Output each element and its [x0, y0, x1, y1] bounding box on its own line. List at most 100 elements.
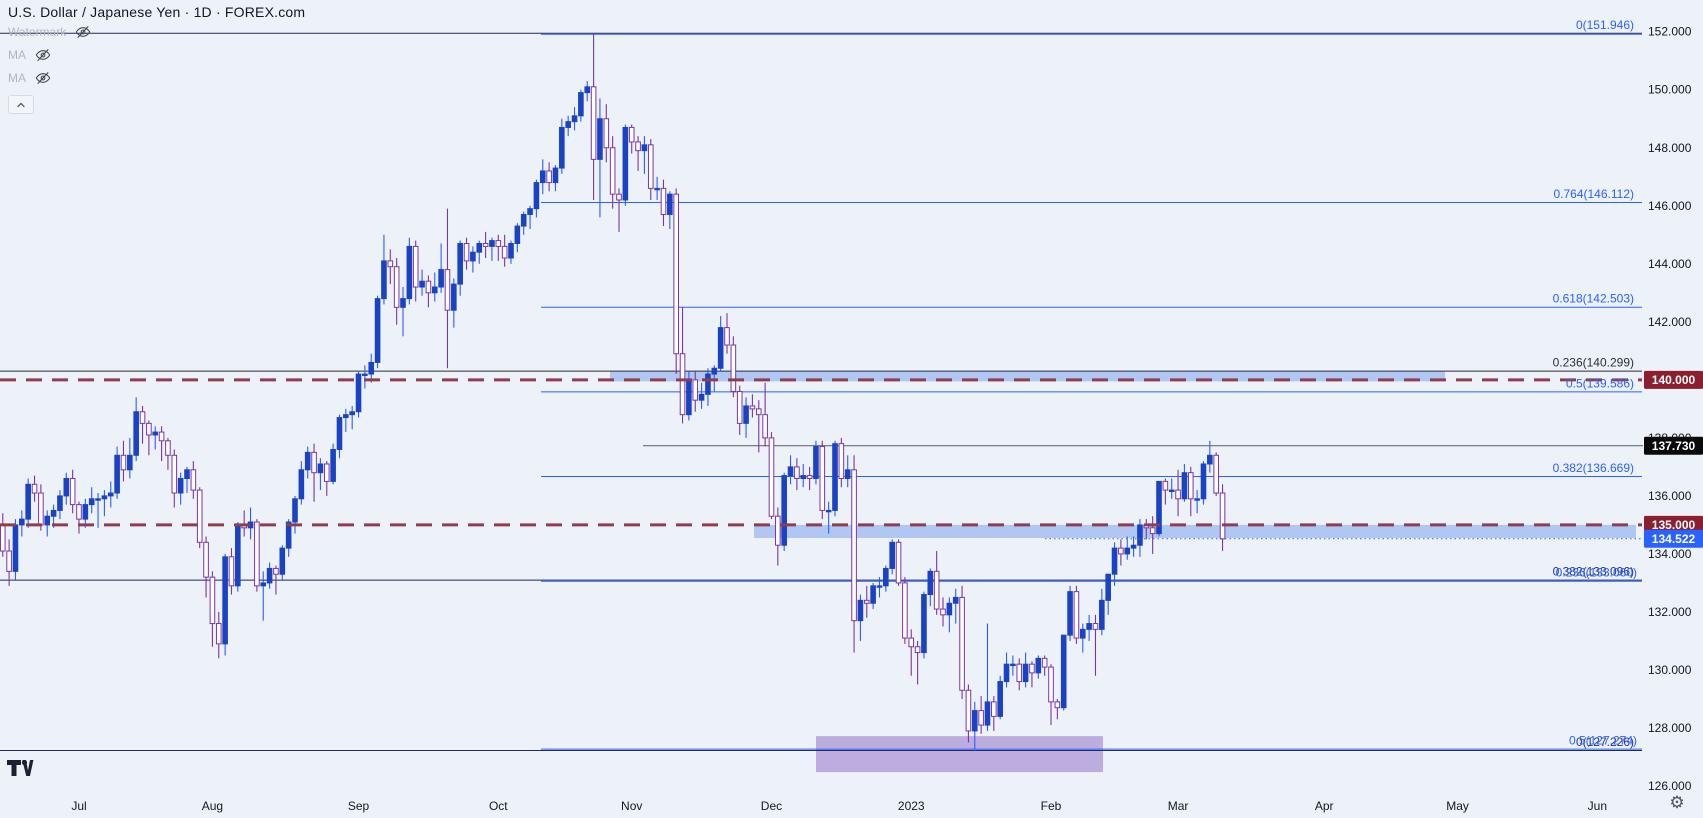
candle-body	[800, 475, 807, 479]
time-tick-label: Mar	[1168, 799, 1189, 813]
candle-body	[336, 417, 343, 450]
candle-body	[387, 260, 394, 268]
candle-body	[914, 646, 921, 654]
candle-body	[825, 509, 832, 513]
fib-label[interactable]: 0(127.226)	[1576, 735, 1634, 749]
price-tick-label: 152.000	[1648, 25, 1692, 39]
fib-label[interactable]: 0.5(139.586)	[1566, 376, 1634, 390]
tradingview-logo[interactable]	[7, 760, 59, 782]
candle-body	[762, 414, 768, 439]
candle-body	[222, 556, 228, 645]
candle-body	[1118, 547, 1124, 555]
fib-label[interactable]: 0.236(140.299)	[1553, 356, 1634, 370]
candle-body	[311, 451, 317, 474]
candle-body	[381, 260, 387, 300]
highlight-band[interactable]	[610, 371, 1445, 382]
candle-body	[50, 509, 57, 517]
ma1-label: MA	[8, 48, 26, 62]
candle-body	[1048, 666, 1054, 703]
candle-body	[393, 266, 400, 308]
fib-labels[interactable]: 0(151.946) 0.764(146.112) 0.618(142.503) 0.…	[1553, 18, 1637, 749]
candle-body	[895, 541, 902, 584]
candle-body	[1029, 663, 1035, 674]
time-axis[interactable]: Jul Aug Sep Oct Nov Dec 2023 Feb Mar Apr May Jun	[71, 799, 1607, 813]
candle-body	[616, 193, 622, 201]
candle-body	[209, 576, 216, 625]
fib-label[interactable]: 0.5(127.274)	[1569, 734, 1637, 748]
price-tick-label: 126.000	[1648, 779, 1692, 793]
candles-layer	[0, 33, 1226, 752]
candle-body	[1022, 663, 1029, 683]
candle-body	[1175, 489, 1181, 500]
time-tick-label: Jul	[71, 799, 86, 813]
eye-off-icon[interactable]	[34, 69, 52, 87]
candle-body	[628, 126, 635, 143]
highlight-box[interactable]	[816, 736, 1103, 773]
time-tick-label: Nov	[621, 799, 642, 813]
price-tick-label: 136.000	[1648, 489, 1692, 503]
candle-body	[349, 411, 355, 416]
price-tick-label: 128.000	[1648, 721, 1692, 735]
candle-body	[362, 373, 368, 376]
candle-body	[946, 602, 953, 616]
fib-label[interactable]: 0.236(133.060)	[1556, 566, 1637, 580]
candle-body	[667, 193, 673, 215]
candle-body	[755, 408, 762, 416]
fib-label[interactable]: 0(151.946)	[1576, 18, 1634, 32]
candle-body	[1035, 657, 1042, 674]
highlight-box-layer[interactable]	[816, 736, 1103, 773]
candle-body	[787, 466, 794, 477]
highlight-bands[interactable]	[610, 371, 1636, 538]
candle-body	[266, 567, 273, 584]
candle-body	[298, 469, 305, 500]
price-tick-label: 150.000	[1648, 83, 1692, 97]
candle-body	[489, 240, 495, 247]
fib-lines[interactable]	[0, 32, 1642, 751]
candle-body	[76, 504, 82, 520]
candle-body	[698, 393, 705, 401]
candle-body	[635, 141, 641, 152]
dashed-lines[interactable]	[0, 378, 1642, 527]
eye-off-icon[interactable]	[34, 46, 52, 64]
candle-body	[171, 454, 178, 494]
candle-body	[520, 213, 527, 227]
candle-body	[851, 469, 857, 622]
candle-body	[6, 550, 12, 572]
gear-icon[interactable]: ⚙	[1669, 793, 1685, 813]
candle-body	[997, 681, 1003, 717]
candle-body	[95, 498, 101, 501]
candle-body	[1149, 527, 1156, 535]
price-badge	[1644, 529, 1703, 548]
price-tick-label: 134.000	[1648, 547, 1692, 561]
collapse-legend-button[interactable]	[8, 95, 34, 114]
symbol-title[interactable]: U.S. Dollar / Japanese Yen · 1D · FOREX.…	[8, 4, 306, 20]
fib-label[interactable]: 0.382(133.096)	[1553, 565, 1634, 579]
candle-body	[69, 477, 76, 506]
candle-body	[1010, 663, 1016, 667]
candle-body	[1016, 663, 1023, 683]
candle-body	[1181, 472, 1188, 500]
highlight-band[interactable]	[754, 524, 1636, 538]
candle-body	[368, 361, 375, 375]
candle-body	[692, 379, 699, 401]
candle-body	[0, 524, 6, 552]
candle-body	[857, 599, 864, 622]
candle-body	[533, 182, 540, 210]
price-badge-label: 135.000	[1652, 518, 1696, 532]
candle-body	[654, 187, 660, 191]
candle-body	[254, 521, 260, 587]
candle-body	[292, 498, 298, 523]
candle-body	[482, 242, 489, 247]
eye-off-icon[interactable]	[74, 23, 92, 41]
price-tick-label: 144.000	[1648, 257, 1692, 271]
candle-body	[686, 379, 692, 416]
candle-body	[343, 414, 349, 419]
fib-label[interactable]: 0.618(142.503)	[1553, 292, 1634, 306]
fib-label[interactable]: 0.764(146.112)	[1553, 187, 1634, 201]
candle-body	[1060, 634, 1067, 709]
time-tick-label: 2023	[898, 799, 925, 813]
candle-body	[952, 596, 959, 604]
candle-body	[940, 608, 946, 616]
fib-label[interactable]: 0.382(136.669)	[1553, 461, 1634, 475]
